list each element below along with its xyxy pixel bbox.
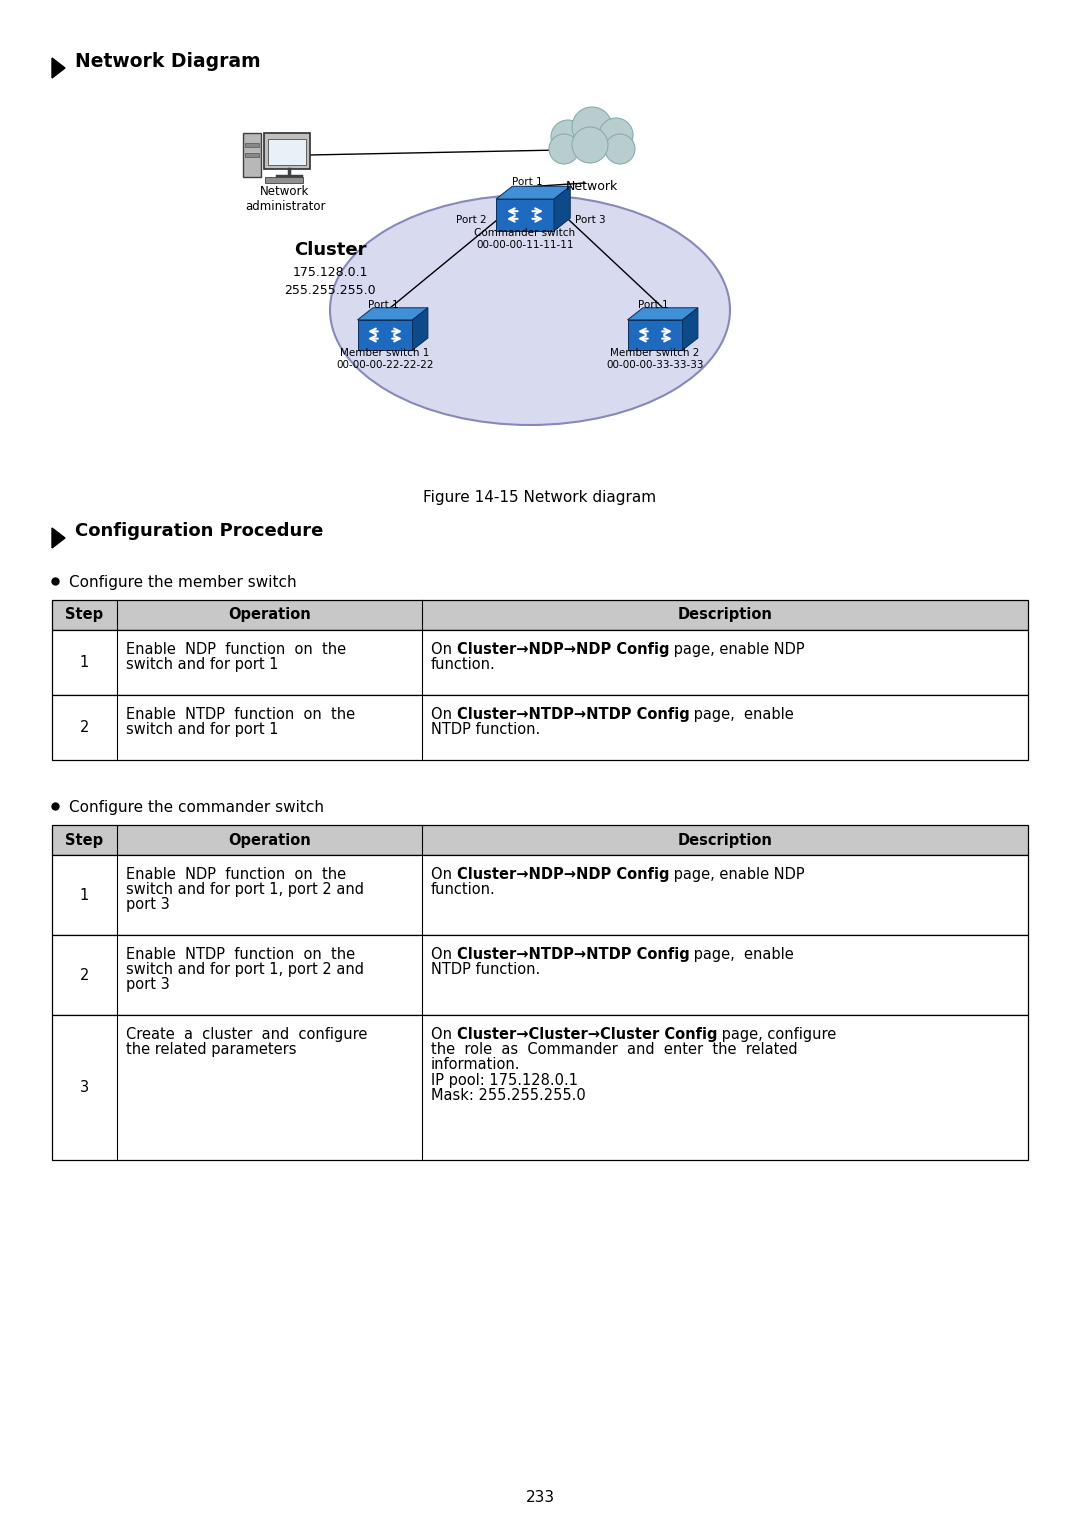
FancyBboxPatch shape <box>52 631 1028 695</box>
FancyBboxPatch shape <box>52 935 1028 1015</box>
Text: On: On <box>431 707 457 722</box>
Circle shape <box>572 127 608 163</box>
FancyBboxPatch shape <box>245 153 259 157</box>
Text: Cluster→Cluster→Cluster Config: Cluster→Cluster→Cluster Config <box>457 1028 717 1041</box>
Text: Network
administrator: Network administrator <box>245 185 325 212</box>
Text: IP pool: 175.128.0.1: IP pool: 175.128.0.1 <box>431 1072 578 1087</box>
Circle shape <box>599 118 633 153</box>
FancyBboxPatch shape <box>268 139 306 165</box>
Text: 255.255.255.0: 255.255.255.0 <box>284 284 376 296</box>
Ellipse shape <box>330 195 730 425</box>
Polygon shape <box>357 308 428 319</box>
Text: 2: 2 <box>80 968 90 982</box>
Text: Cluster→NTDP→NTDP Config: Cluster→NTDP→NTDP Config <box>457 707 689 722</box>
Circle shape <box>549 134 579 163</box>
Polygon shape <box>496 186 570 199</box>
Text: NTDP function.: NTDP function. <box>431 722 540 738</box>
Polygon shape <box>496 199 554 231</box>
Text: Enable  NDP  function  on  the: Enable NDP function on the <box>126 867 346 883</box>
Text: Port 1: Port 1 <box>637 299 669 310</box>
Text: switch and for port 1: switch and for port 1 <box>126 722 279 738</box>
Text: page,  enable: page, enable <box>689 707 794 722</box>
Text: page, configure: page, configure <box>717 1028 836 1041</box>
FancyBboxPatch shape <box>52 600 1028 631</box>
Text: Commander switch
00-00-00-11-11-11: Commander switch 00-00-00-11-11-11 <box>474 229 576 250</box>
FancyBboxPatch shape <box>52 825 1028 855</box>
Text: Cluster: Cluster <box>294 241 366 260</box>
Polygon shape <box>357 319 413 350</box>
Text: switch and for port 1, port 2 and: switch and for port 1, port 2 and <box>126 962 364 977</box>
Text: Enable  NDP  function  on  the: Enable NDP function on the <box>126 641 346 657</box>
Text: switch and for port 1: switch and for port 1 <box>126 657 279 672</box>
Text: Configure the commander switch: Configure the commander switch <box>69 800 324 815</box>
Text: port 3: port 3 <box>126 898 170 913</box>
Text: Create  a  cluster  and  configure: Create a cluster and configure <box>126 1028 367 1041</box>
Text: port 3: port 3 <box>126 977 170 993</box>
Polygon shape <box>52 58 65 78</box>
Text: the related parameters: the related parameters <box>126 1043 297 1057</box>
FancyBboxPatch shape <box>243 133 261 177</box>
Polygon shape <box>554 186 570 231</box>
Text: Configure the member switch: Configure the member switch <box>69 576 297 589</box>
Text: Cluster→NDP→NDP Config: Cluster→NDP→NDP Config <box>457 867 670 883</box>
FancyBboxPatch shape <box>52 695 1028 760</box>
FancyBboxPatch shape <box>245 144 259 147</box>
Text: Enable  NTDP  function  on  the: Enable NTDP function on the <box>126 947 355 962</box>
Polygon shape <box>683 308 698 350</box>
Text: Operation: Operation <box>228 832 311 847</box>
Text: the  role  as  Commander  and  enter  the  related: the role as Commander and enter the rela… <box>431 1043 798 1057</box>
Polygon shape <box>52 528 65 548</box>
Text: Step: Step <box>66 608 104 623</box>
Text: Port 2: Port 2 <box>457 215 487 224</box>
Text: Member switch 2
00-00-00-33-33-33: Member switch 2 00-00-00-33-33-33 <box>606 348 704 370</box>
Text: Cluster→NTDP→NTDP Config: Cluster→NTDP→NTDP Config <box>457 947 689 962</box>
Text: Mask: 255.255.255.0: Mask: 255.255.255.0 <box>431 1087 585 1102</box>
Text: Port 1: Port 1 <box>512 177 542 186</box>
Text: Enable  NTDP  function  on  the: Enable NTDP function on the <box>126 707 355 722</box>
Circle shape <box>605 134 635 163</box>
Text: 3: 3 <box>80 1080 89 1095</box>
Text: On: On <box>431 641 457 657</box>
Text: Description: Description <box>677 608 772 623</box>
Polygon shape <box>413 308 428 350</box>
Text: Figure 14-15 Network diagram: Figure 14-15 Network diagram <box>423 490 657 505</box>
Text: Member switch 1
00-00-00-22-22-22: Member switch 1 00-00-00-22-22-22 <box>336 348 434 370</box>
Text: On: On <box>431 867 457 883</box>
Text: Operation: Operation <box>228 608 311 623</box>
FancyBboxPatch shape <box>265 177 303 183</box>
Text: page,  enable: page, enable <box>689 947 794 962</box>
Text: information.: information. <box>431 1058 521 1072</box>
FancyBboxPatch shape <box>52 855 1028 935</box>
Text: 233: 233 <box>526 1490 554 1506</box>
Text: Step: Step <box>66 832 104 847</box>
Text: On: On <box>431 947 457 962</box>
FancyBboxPatch shape <box>52 1015 1028 1161</box>
Circle shape <box>551 121 585 154</box>
Text: Configuration Procedure: Configuration Procedure <box>75 522 323 541</box>
Text: 175.128.0.1: 175.128.0.1 <box>293 266 368 278</box>
Text: Port 3: Port 3 <box>575 215 606 224</box>
Polygon shape <box>627 319 683 350</box>
Text: Description: Description <box>677 832 772 847</box>
Text: Network: Network <box>566 180 618 192</box>
Text: page, enable NDP: page, enable NDP <box>670 867 805 883</box>
Text: 2: 2 <box>80 721 90 734</box>
Text: switch and for port 1, port 2 and: switch and for port 1, port 2 and <box>126 883 364 898</box>
Text: page, enable NDP: page, enable NDP <box>670 641 805 657</box>
Text: function.: function. <box>431 657 496 672</box>
Polygon shape <box>627 308 698 319</box>
Text: NTDP function.: NTDP function. <box>431 962 540 977</box>
Text: On: On <box>431 1028 457 1041</box>
Text: function.: function. <box>431 883 496 898</box>
Text: Cluster→NDP→NDP Config: Cluster→NDP→NDP Config <box>457 641 670 657</box>
Text: 1: 1 <box>80 655 90 670</box>
FancyBboxPatch shape <box>264 133 310 169</box>
Circle shape <box>572 107 612 147</box>
Text: 1: 1 <box>80 887 90 902</box>
Text: Network Diagram: Network Diagram <box>75 52 260 70</box>
Text: Port 1: Port 1 <box>367 299 399 310</box>
